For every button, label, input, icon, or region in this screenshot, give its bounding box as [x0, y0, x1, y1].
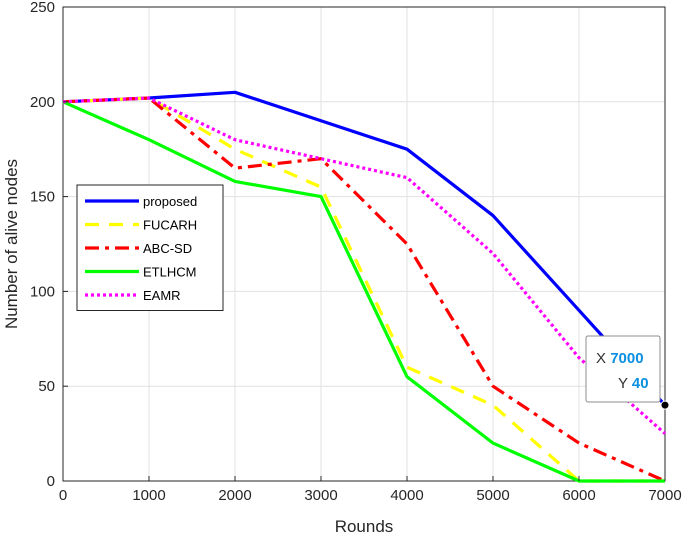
- x-tick-label: 4000: [390, 487, 423, 504]
- x-axis-label: Rounds: [335, 517, 394, 535]
- x-tick-label: 5000: [476, 487, 509, 504]
- series-line-etlhcm: [62, 100, 665, 483]
- datatip-marker[interactable]: [660, 400, 670, 410]
- x-tick-label: 3000: [304, 487, 337, 504]
- legend-label-fucarh: FUCARH: [143, 218, 197, 233]
- datatip-x-value: 7000: [610, 350, 643, 367]
- y-tick-label: 100: [30, 283, 55, 300]
- series-line-proposed: [62, 90, 667, 407]
- legend-label-abc-sd: ABC-SD: [143, 241, 192, 256]
- x-tick-label: 0: [59, 487, 67, 504]
- series-layer: [62, 90, 667, 483]
- legend-box: [76, 184, 224, 311]
- x-tick-label: 2000: [218, 487, 251, 504]
- legend: proposed FUCARH ABC-SD ETLHCM EAMR: [76, 184, 224, 311]
- y-tick-label: 250: [30, 0, 55, 16]
- legend-label-eamr: EAMR: [143, 288, 181, 303]
- plot-area: [62, 6, 666, 482]
- datatip-x-label: X: [596, 350, 610, 367]
- datatip[interactable]: X 7000 Y 40: [585, 335, 670, 410]
- datatip-y-label: Y: [618, 375, 632, 392]
- datatip-x: X 7000: [596, 350, 644, 367]
- y-tick-label: 150: [30, 189, 55, 206]
- x-tick-label: 7000: [648, 487, 681, 504]
- x-tick-label: 6000: [562, 487, 595, 504]
- legend-label-etlhcm: ETLHCM: [143, 265, 196, 280]
- y-tick-label: 0: [47, 473, 55, 490]
- y-tick-label: 50: [38, 378, 55, 395]
- datatip-box[interactable]: [585, 335, 661, 403]
- y-tick-label: 200: [30, 94, 55, 111]
- x-tick-label: 1000: [132, 487, 165, 504]
- datatip-y-value: 40: [632, 375, 649, 392]
- legend-label-proposed: proposed: [143, 194, 197, 209]
- y-axis-label: Number of alive nodes: [2, 159, 21, 329]
- series-line-eamr: [62, 96, 667, 435]
- datatip-y: Y 40: [618, 375, 649, 392]
- axis-ticks: 0 1000 2000 3000 4000 5000 6000 7000 0 50 100 150 20…: [30, 0, 682, 504]
